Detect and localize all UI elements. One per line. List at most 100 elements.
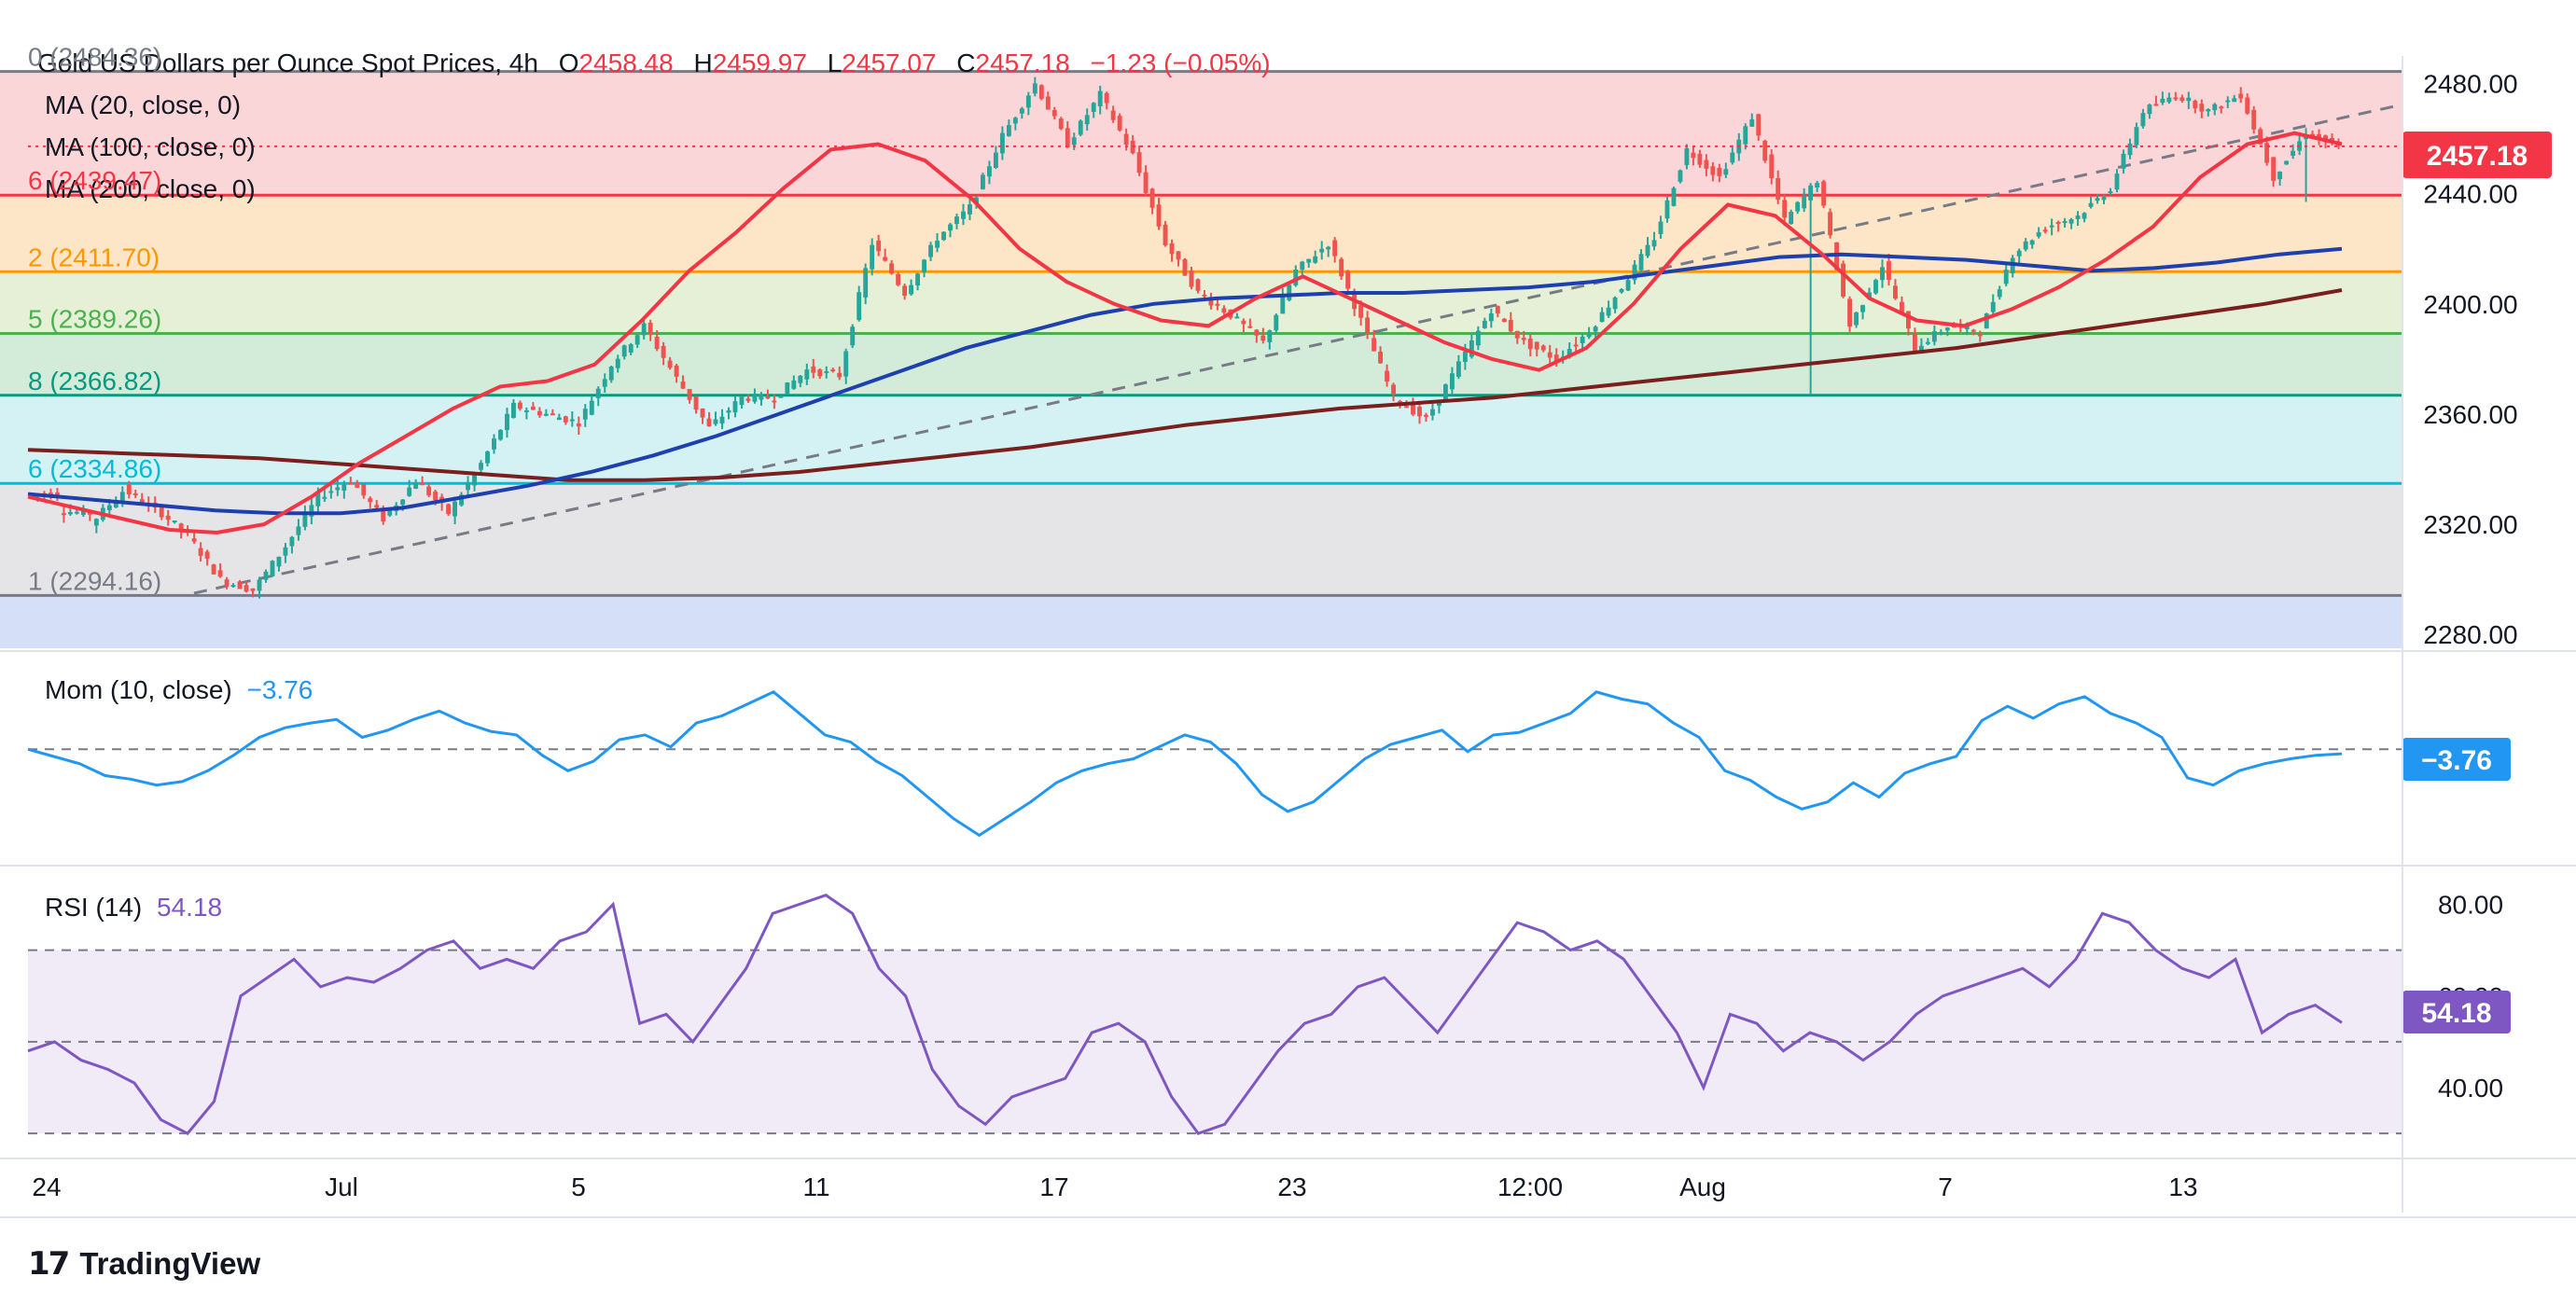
candle-body <box>283 547 288 556</box>
candle-body <box>726 409 731 413</box>
candle-body <box>1912 334 1917 351</box>
candle-body <box>817 369 823 377</box>
candle-body <box>1136 152 1142 173</box>
symbol-name: Gold US Dollars per Ounce Spot Prices, 4… <box>37 49 538 77</box>
candle-body <box>1553 354 1559 362</box>
time-tick-label: Aug <box>1679 1172 1726 1201</box>
candle-body <box>1058 118 1064 130</box>
candle-body <box>1169 243 1175 255</box>
candle-body <box>126 484 132 494</box>
tradingview-brand: TradingView <box>79 1246 261 1281</box>
candle-body <box>1638 254 1644 271</box>
candle-body <box>954 216 959 225</box>
candle-body <box>2075 215 2081 219</box>
ma100-legend[interactable]: MA (100, close, 0) <box>45 132 256 161</box>
candle-body <box>119 492 125 502</box>
candle-body <box>1391 384 1396 395</box>
candle-body <box>1905 311 1911 329</box>
candle-body <box>296 526 301 535</box>
ma20-legend[interactable]: MA (20, close, 0) <box>45 90 241 119</box>
candle-body <box>374 505 380 508</box>
trendline <box>193 104 2399 595</box>
candle-body <box>1854 312 1859 326</box>
candle-body <box>1143 172 1149 193</box>
candle-body <box>1430 409 1435 416</box>
close-value: 2457.18 <box>976 49 1070 77</box>
time-tick-label: 24 <box>32 1172 61 1201</box>
candle-body <box>2055 222 2061 225</box>
candle-body <box>1306 258 1312 263</box>
candle-body <box>1775 177 1781 201</box>
candle-body <box>1084 115 1090 125</box>
candle-body <box>1599 312 1605 323</box>
candle-body <box>713 419 718 424</box>
candle-body <box>178 523 184 531</box>
candle-body <box>1313 256 1318 263</box>
ma200-legend[interactable]: MA (200, close, 0) <box>45 174 256 203</box>
price-tick-label: 2480.00 <box>2423 70 2517 99</box>
candle-body <box>615 358 620 368</box>
candle-body <box>1717 167 1722 176</box>
candle-body <box>315 492 321 506</box>
candle-body <box>244 585 249 592</box>
candle-body <box>2291 150 2296 156</box>
candle-body <box>1280 296 1286 314</box>
candle-body <box>1710 166 1716 175</box>
candle-body <box>361 484 367 496</box>
candle-body <box>113 500 118 508</box>
candle-body <box>1091 103 1096 112</box>
candle-body <box>837 372 842 378</box>
time-axis[interactable]: 24 Jul 5 11 17 23 12:00 Aug 7 13 <box>32 1172 2197 1201</box>
candle-body <box>1918 345 1924 353</box>
candle-body <box>1873 280 1878 294</box>
candle-body <box>1202 294 1207 297</box>
candle-body <box>785 382 790 395</box>
candle-body <box>811 366 816 373</box>
candle-body <box>1534 341 1539 350</box>
candle-body <box>2193 101 2198 109</box>
candle-body <box>1658 221 1664 234</box>
candle-body <box>2140 113 2146 127</box>
candle-body <box>61 513 66 516</box>
rsi-value-tag-text: 54.18 <box>2421 998 2491 1029</box>
candle-body <box>791 380 797 389</box>
price-axis[interactable]: 2480.00 2440.00 2400.00 2360.00 2320.00 2280.… <box>2423 70 2517 650</box>
price-tick-label: 2360.00 <box>2423 400 2517 429</box>
candle-body <box>1449 373 1455 390</box>
candle-body <box>1841 263 1846 297</box>
candle-body <box>54 492 60 497</box>
candle-body <box>2173 97 2179 100</box>
candle-body <box>322 496 327 499</box>
candle-body <box>276 556 282 567</box>
fibonacci-levels <box>0 70 2402 597</box>
candle-body <box>1189 271 1194 287</box>
candle-body <box>1287 284 1292 300</box>
close-label: C <box>956 49 975 77</box>
candle-body <box>1808 185 1814 201</box>
candle-body <box>661 345 666 358</box>
last-price-tag-text: 2457.18 <box>2427 141 2527 172</box>
rsi-title: RSI (14) 54.18 <box>45 893 222 922</box>
rsi-title-text: RSI (14) <box>45 893 142 922</box>
candle-body <box>1267 330 1273 342</box>
candle-body <box>1704 160 1709 169</box>
candle-body <box>1163 224 1168 246</box>
candle-body <box>922 259 927 272</box>
candle-body <box>1110 110 1116 120</box>
candle-body <box>1964 325 1970 330</box>
time-tick-label: 13 <box>2168 1172 2197 1201</box>
candle-body <box>204 551 210 559</box>
symbol-title: Gold US Dollars per Ounce Spot Prices, 4… <box>37 49 1271 77</box>
candle-body <box>1462 351 1468 363</box>
candle-body <box>1573 344 1579 347</box>
candle-body <box>1514 330 1520 339</box>
candle-body <box>132 492 138 495</box>
candle-body <box>1365 317 1371 333</box>
candle-body <box>968 204 972 215</box>
candle-body <box>1821 181 1827 206</box>
mom-value: −3.76 <box>247 675 313 704</box>
candle-body <box>2186 97 2192 102</box>
candle-body <box>1795 201 1801 212</box>
candle-body <box>1182 258 1188 276</box>
candle-body <box>999 132 1005 154</box>
